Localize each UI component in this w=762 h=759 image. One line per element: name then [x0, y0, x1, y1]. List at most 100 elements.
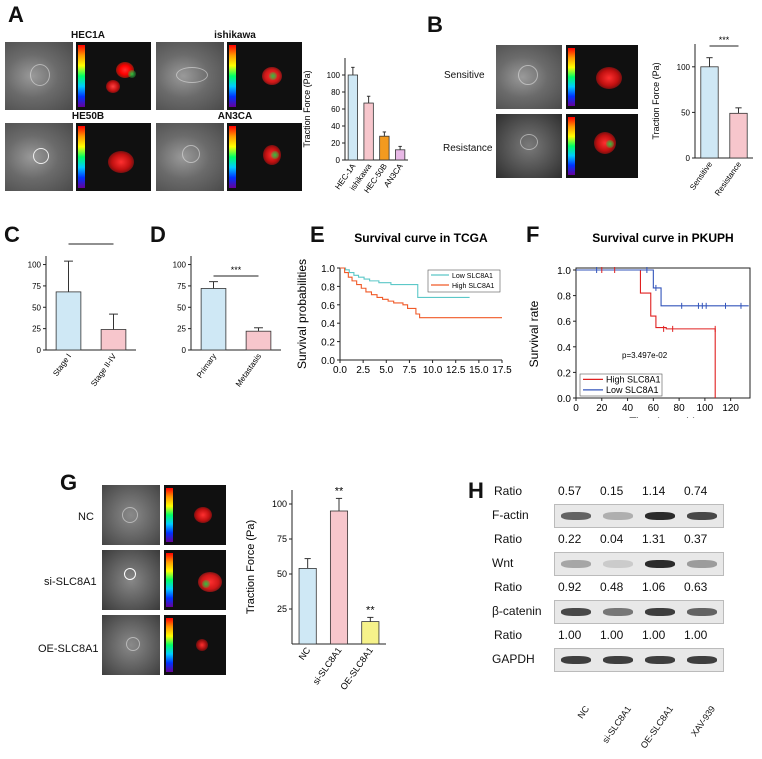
y-tick-label: 25: [277, 604, 287, 614]
x-tick-label: Metastasis: [234, 352, 263, 388]
panel-label-d: D: [150, 222, 166, 247]
y-tick-label: 100: [272, 499, 287, 509]
y-tick-label: 0.2: [321, 338, 335, 349]
brightfield-image: [496, 114, 562, 178]
y-axis-label: Traction Force (Pa): [651, 62, 661, 139]
row-label-nc: NC: [78, 511, 94, 523]
traction-map-image: [566, 114, 638, 178]
cell-title-an3ca: AN3CA: [217, 111, 253, 122]
legend-label: Low SLC8A1: [606, 385, 659, 395]
panel-label-f: F: [526, 222, 540, 247]
ratio-value: 0.48: [600, 580, 624, 594]
cell-title-hec1a: HEC1A: [71, 30, 105, 41]
x-tick-label: Primary: [195, 352, 218, 380]
y-tick-label: 100: [677, 63, 691, 72]
y-tick-label: 0: [336, 156, 341, 165]
x-tick-label: 60: [648, 403, 660, 414]
bar: [363, 102, 374, 161]
lane-label: si-SLC8A1: [600, 704, 634, 745]
y-tick-label: 1.0: [321, 264, 335, 275]
bar: [55, 291, 82, 351]
p-value-annotation: p=3.497e-02: [622, 351, 668, 360]
blot-band: [603, 608, 633, 616]
ratio-value: 0.04: [600, 532, 624, 546]
row-label-oe-slc8a1: OE-SLC8A1: [38, 643, 99, 655]
significance-marker: ***: [719, 35, 730, 45]
y-tick-label: 100: [327, 71, 341, 80]
brightfield-image: [496, 45, 562, 109]
traction-map-image: [164, 485, 226, 545]
ratio-value: 1.14: [642, 484, 666, 498]
y-tick-label: 100: [173, 261, 187, 270]
blot-band: [603, 560, 633, 568]
bar: [729, 112, 748, 159]
legend-label: Low SLC8A1: [452, 273, 493, 280]
lane-label: OE-SLC8A1: [638, 704, 676, 751]
cell-title-ishikawa: ishikawa: [214, 30, 256, 41]
survival-curve: [340, 267, 502, 319]
x-tick-label: 40: [622, 403, 634, 414]
y-tick-label: 25: [32, 325, 41, 334]
ratio-value: 1.00: [558, 628, 582, 642]
x-axis-label: Survival time in years: [364, 377, 478, 378]
traction-map-image: [76, 123, 151, 191]
chart-d: 0 25 50 75 100 Primary Metastasis ***: [173, 256, 281, 388]
x-tick-label: 2.5: [356, 365, 370, 376]
y-tick-label: 0.4: [321, 319, 335, 330]
traction-map-image: [227, 123, 302, 191]
y-tick-label: 40: [331, 122, 340, 131]
ratio-label: Ratio: [494, 484, 523, 498]
ratio-value: 0.22: [558, 532, 582, 546]
y-tick-label: 20: [331, 139, 340, 148]
y-tick-label: 0.0: [321, 356, 335, 367]
ratio-label: Ratio: [494, 532, 523, 546]
traction-map-image: [227, 42, 302, 110]
western-blot: Ratio 0.57 0.15 1.14 0.74 F-actin Ratio 0.22 0.0…: [470, 480, 762, 750]
x-tick-label: 15.0: [469, 365, 489, 376]
y-tick-label: 0.6: [321, 301, 335, 312]
bar: [200, 288, 227, 351]
legend-label: High SLC8A1: [606, 374, 661, 384]
y-tick-label: 100: [28, 261, 42, 270]
blot-band: [645, 608, 675, 616]
brightfield-image: [5, 42, 73, 110]
ratio-value: 1.31: [642, 532, 666, 546]
blot-band: [561, 512, 591, 520]
brightfield-image: [102, 550, 160, 610]
ratio-value: 1.00: [600, 628, 624, 642]
bar: [245, 330, 272, 351]
blot-band: [561, 608, 591, 616]
y-tick-label: 60: [331, 105, 340, 114]
x-tick-label: 7.5: [402, 365, 416, 376]
x-tick-label: 0.0: [333, 365, 347, 376]
bar: [100, 329, 127, 351]
ratio-value: 0.15: [600, 484, 624, 498]
x-tick-label: 12.5: [446, 365, 466, 376]
blot-band: [687, 608, 717, 616]
panel-label-g: G: [60, 470, 78, 495]
significance-marker: ***: [86, 242, 97, 243]
y-tick-label: 0: [182, 346, 187, 355]
y-axis-label: Traction Force (Pa): [302, 70, 312, 147]
ratio-value: 1.00: [684, 628, 708, 642]
blot-band: [561, 560, 591, 568]
bar: [395, 149, 406, 161]
y-axis-label: Survival rate: [527, 300, 541, 367]
x-tick-label: Stage II-IV: [89, 351, 118, 388]
blot-band: [687, 560, 717, 568]
y-tick-label: 0.4: [557, 343, 571, 354]
blot-strip: [554, 648, 724, 672]
ratio-value: 0.63: [684, 580, 708, 594]
traction-map-image: [164, 550, 226, 610]
x-tick-label: NC: [297, 645, 313, 662]
survival-curve: [576, 269, 749, 307]
x-tick-label: 0: [573, 403, 579, 414]
y-tick-label: 50: [277, 569, 287, 579]
chart-title: Survival curve in TCGA: [354, 231, 488, 245]
blot-band: [603, 656, 633, 664]
ratio-value: 0.74: [684, 484, 708, 498]
x-axis-label: Time(month): [629, 415, 697, 418]
bar: [379, 135, 390, 161]
y-tick-label: 0: [37, 346, 42, 355]
